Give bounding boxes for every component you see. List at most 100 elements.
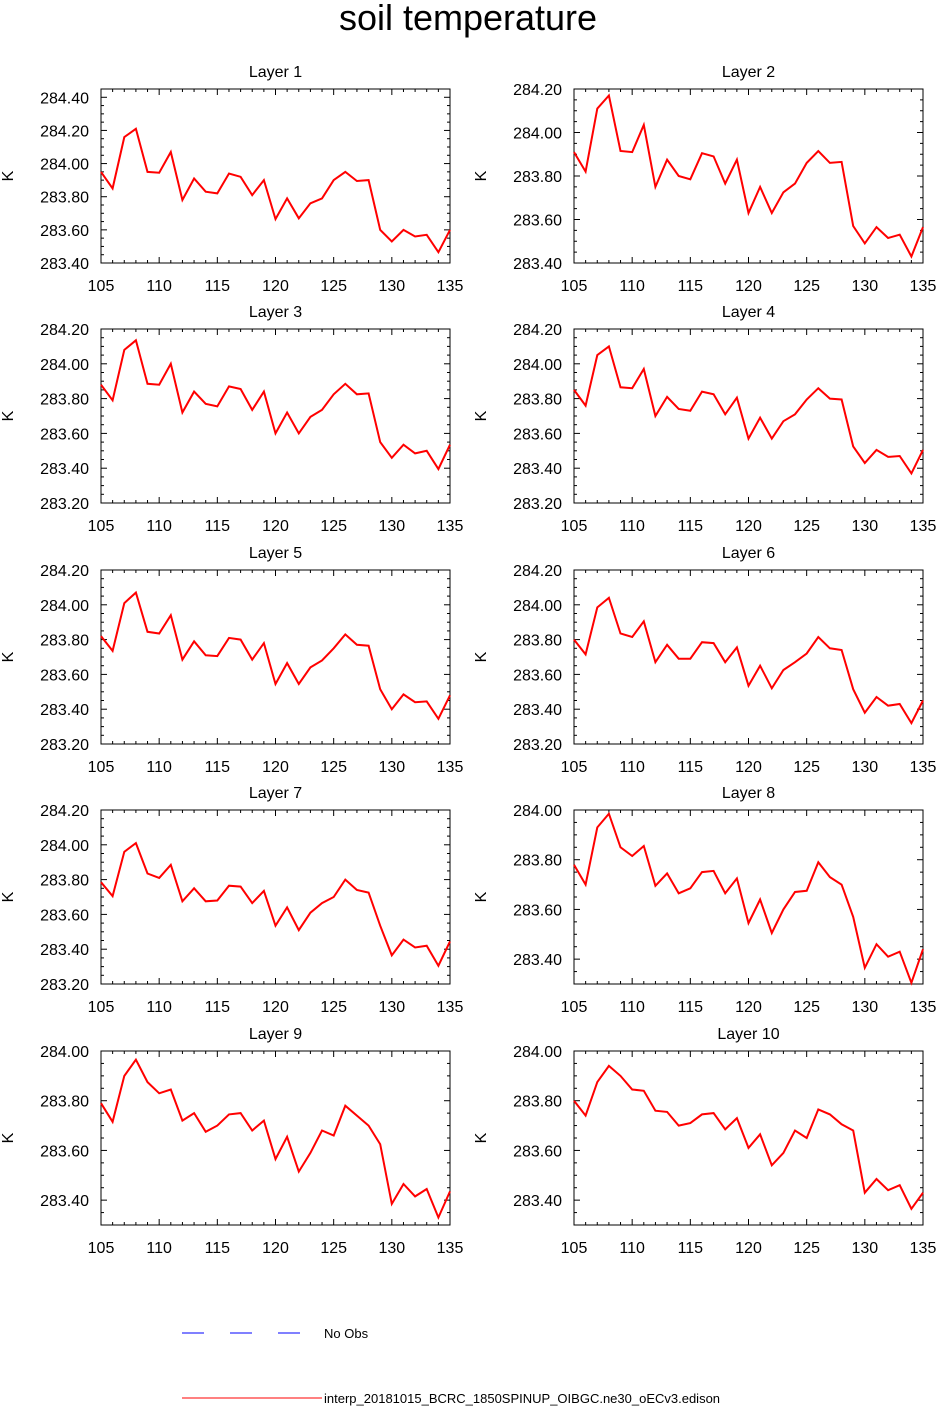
y-axis-label: K — [473, 1132, 490, 1143]
legend-model-label: interp_20181015_BCRC_1850SPINUP_OIBGC.ne… — [324, 1391, 720, 1406]
y-tick-label: 283.60 — [40, 223, 89, 240]
panel-title: Layer 1 — [249, 64, 302, 81]
x-tick-label: 110 — [146, 1240, 172, 1257]
x-tick-label: 115 — [678, 999, 704, 1016]
panel-title: Layer 4 — [722, 304, 775, 321]
y-tick-label: 283.80 — [513, 853, 562, 870]
y-tick-label: 283.60 — [513, 426, 562, 443]
y-tick-label: 283.80 — [40, 633, 89, 650]
x-tick-label: 110 — [619, 518, 645, 535]
y-tick-label: 283.20 — [40, 737, 89, 754]
panel-title: Layer 2 — [722, 64, 775, 81]
panel-layer-7: Layer 7 K 105 110 115 120 125 130 135 283.20 283.4… — [0, 785, 463, 1016]
y-tick-label: 283.80 — [40, 190, 89, 207]
x-tick-label: 105 — [561, 1240, 588, 1257]
panel-title: Layer 3 — [249, 304, 302, 321]
y-axis-label: K — [473, 651, 490, 662]
panel-layer-8: Layer 8 K 105 110 115 120 125 130 135 283.40 283.6… — [473, 785, 936, 1016]
plot-frame — [100, 809, 451, 985]
x-tick-label: 130 — [851, 759, 878, 776]
y-tick-label: 283.80 — [513, 392, 562, 409]
y-axis-label: K — [473, 410, 490, 421]
x-tick-label: 115 — [678, 278, 704, 295]
series-line — [100, 841, 451, 968]
panel-title: Layer 10 — [717, 1026, 779, 1043]
x-tick-label: 115 — [678, 518, 704, 535]
y-tick-label: 283.80 — [513, 169, 562, 186]
x-tick-label: 130 — [851, 278, 878, 295]
panel-layer-1: Layer 1 K 105 110 115 120 125 130 135 283.40 283.6… — [0, 64, 463, 295]
x-tick-label: 125 — [793, 999, 820, 1016]
x-tick-label: 135 — [437, 518, 464, 535]
x-tick-label: 135 — [437, 999, 464, 1016]
y-tick-label: 284.00 — [513, 803, 562, 820]
x-tick-label: 135 — [910, 1240, 936, 1257]
x-tick-label: 110 — [146, 518, 172, 535]
x-tick-label: 125 — [320, 278, 347, 295]
plot-frame — [100, 1050, 451, 1226]
x-tick-label: 110 — [146, 278, 172, 295]
x-tick-label: 115 — [205, 999, 231, 1016]
y-tick-label: 284.20 — [40, 563, 89, 580]
x-tick-label: 125 — [320, 1240, 347, 1257]
x-tick-label: 125 — [793, 759, 820, 776]
y-tick-label: 284.00 — [40, 838, 89, 855]
y-axis-label: K — [0, 1132, 17, 1143]
x-tick-label: 110 — [619, 759, 645, 776]
x-tick-label: 105 — [561, 999, 588, 1016]
plot-frame — [573, 328, 924, 504]
y-axis-label: K — [0, 170, 17, 181]
x-tick-label: 130 — [851, 999, 878, 1016]
legend: No Obs interp_20181015_BCRC_1850SPINUP_O… — [182, 1326, 720, 1406]
y-tick-label: 283.80 — [513, 1094, 562, 1111]
x-tick-label: 130 — [851, 1240, 878, 1257]
y-axis-label: K — [473, 891, 490, 902]
y-tick-label: 283.80 — [40, 873, 89, 890]
plot-frame — [573, 1050, 924, 1226]
panel-title: Layer 5 — [249, 545, 302, 562]
x-tick-label: 105 — [88, 278, 115, 295]
series-line — [573, 811, 924, 986]
y-tick-label: 284.20 — [40, 322, 89, 339]
y-tick-label: 283.60 — [513, 1143, 562, 1160]
x-tick-label: 120 — [735, 759, 762, 776]
y-tick-label: 284.20 — [513, 563, 562, 580]
y-tick-label: 283.40 — [513, 1193, 562, 1210]
x-tick-label: 115 — [678, 759, 704, 776]
series-line — [573, 344, 924, 476]
y-tick-label: 284.00 — [513, 126, 562, 143]
y-tick-label: 283.60 — [40, 667, 89, 684]
x-tick-label: 130 — [378, 999, 405, 1016]
x-tick-label: 115 — [205, 759, 231, 776]
y-tick-label: 284.00 — [40, 357, 89, 374]
x-tick-label: 135 — [437, 278, 464, 295]
y-tick-label: 284.00 — [513, 598, 562, 615]
series-line — [100, 1057, 451, 1221]
panel-layer-9: Layer 9 K 105 110 115 120 125 130 135 283.40 283.6… — [0, 1026, 463, 1257]
y-tick-label: 283.40 — [513, 461, 562, 478]
y-tick-label: 283.60 — [40, 907, 89, 924]
x-tick-label: 115 — [205, 518, 231, 535]
x-tick-label: 105 — [88, 1240, 115, 1257]
y-tick-label: 283.60 — [40, 1143, 89, 1160]
x-tick-label: 120 — [735, 999, 762, 1016]
y-tick-label: 283.60 — [40, 426, 89, 443]
series-line — [100, 590, 451, 721]
x-tick-label: 115 — [205, 1240, 231, 1257]
x-tick-label: 120 — [262, 1240, 289, 1257]
y-tick-label: 284.00 — [513, 357, 562, 374]
y-tick-label: 283.60 — [513, 902, 562, 919]
panel-title: Layer 6 — [722, 545, 775, 562]
x-tick-label: 130 — [378, 1240, 405, 1257]
y-tick-label: 283.40 — [40, 256, 89, 273]
y-tick-label: 283.40 — [40, 1193, 89, 1210]
y-tick-label: 284.00 — [40, 1044, 89, 1061]
legend-obs-label: No Obs — [324, 1326, 369, 1341]
plot-frame — [100, 569, 451, 745]
y-tick-label: 284.00 — [513, 1044, 562, 1061]
series-line — [573, 1064, 924, 1211]
y-tick-label: 284.20 — [513, 82, 562, 99]
x-tick-label: 125 — [320, 999, 347, 1016]
y-tick-label: 283.40 — [513, 952, 562, 969]
